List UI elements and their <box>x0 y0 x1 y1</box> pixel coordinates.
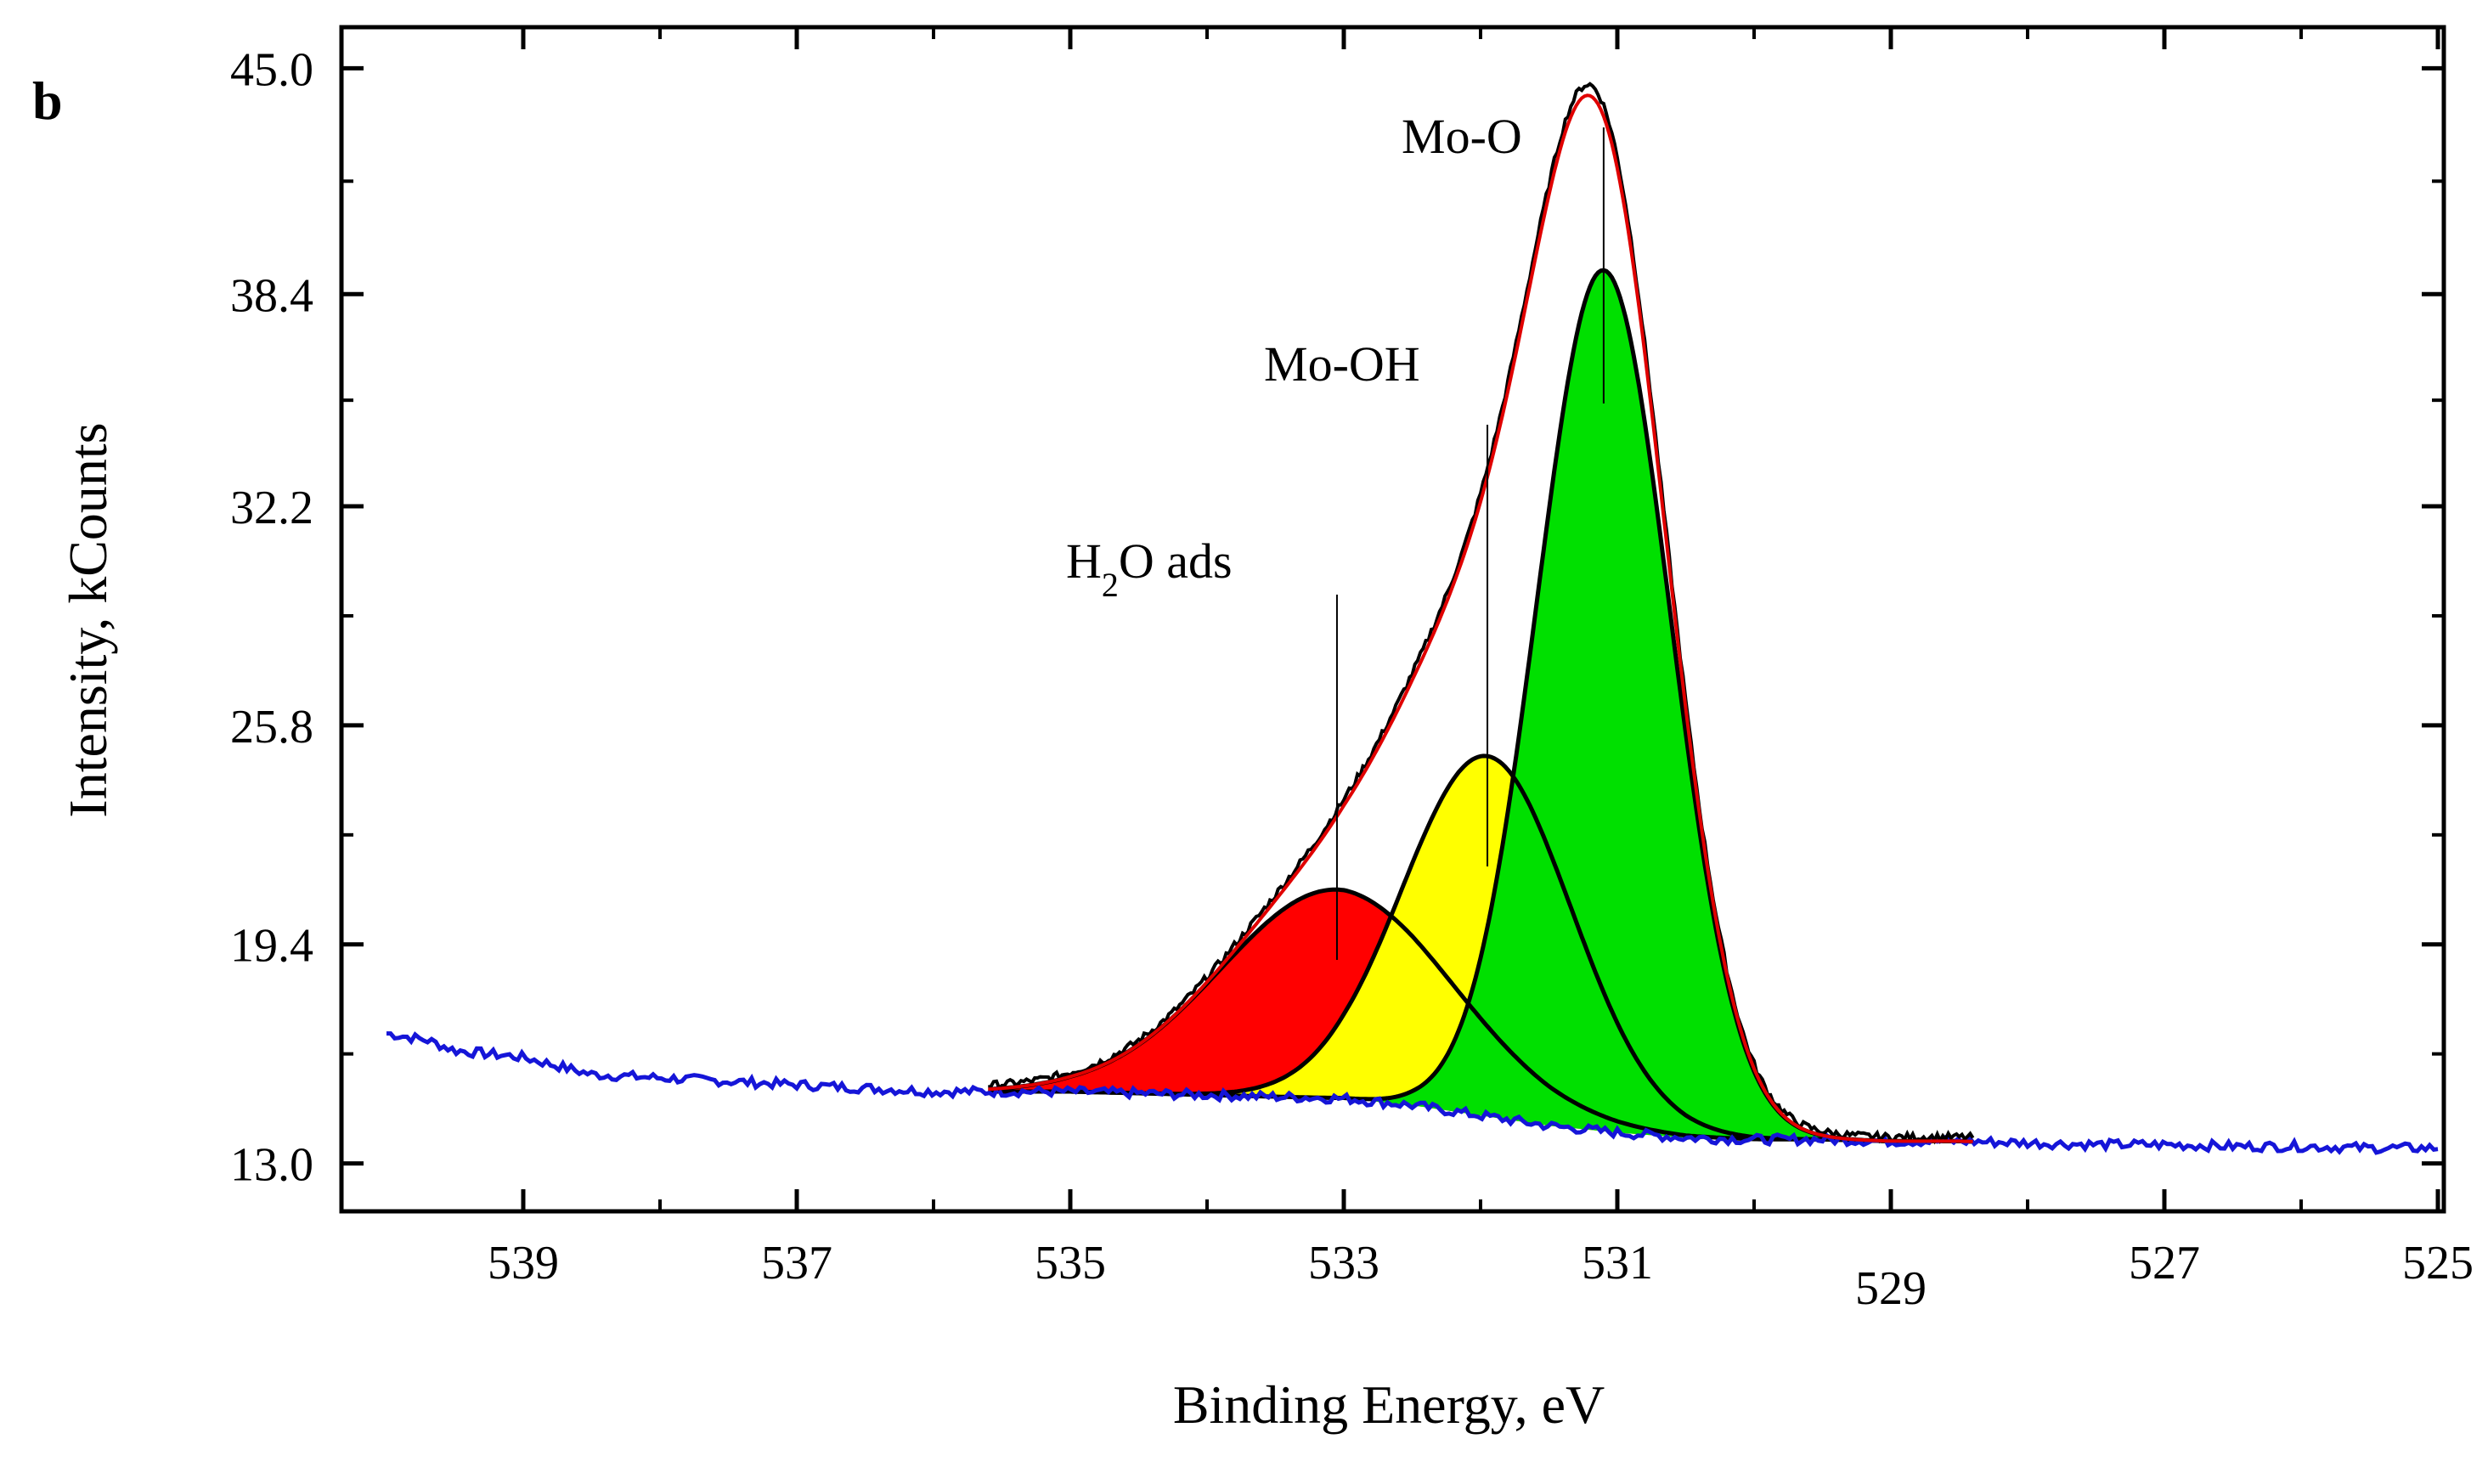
axes-layer: 539 537 535 533 531 529 527 525 13.0 19.4 25.8 32.2… <box>230 27 2474 1315</box>
x-tick-label: 531 <box>1582 1237 1653 1289</box>
x-axis-title: Binding Energy, eV <box>1173 1374 1605 1435</box>
annotation-label-2: H2O ads <box>1066 533 1233 604</box>
y-tick-label: 13.0 <box>230 1139 313 1192</box>
component-area-0 <box>988 889 1973 1142</box>
annotation-label-0: Mo-O <box>1402 109 1522 164</box>
y-tick-label: 32.2 <box>230 482 313 534</box>
y-tick-label: 19.4 <box>230 920 313 973</box>
x-tick-label: 535 <box>1035 1237 1106 1289</box>
fit-envelope <box>988 93 1973 1143</box>
panel-label: b <box>32 71 63 131</box>
y-axis-title: Intensity, kCounts <box>58 422 118 817</box>
x-tick-label: 539 <box>488 1237 559 1289</box>
y-tick-label: 38.4 <box>230 269 313 322</box>
component-area-2 <box>988 270 1973 1142</box>
x-tick-label: 525 <box>2402 1237 2474 1289</box>
y-tick-label: 45.0 <box>230 43 313 96</box>
curve-line-layer <box>386 82 2439 1155</box>
component-fill-layer <box>988 270 1973 1142</box>
x-tick-label: 533 <box>1308 1237 1379 1289</box>
annotation-layer: Mo-O Mo-OH H2O ads <box>1066 109 1605 960</box>
background-line <box>386 1031 2439 1155</box>
annotation-label-1: Mo-OH <box>1264 336 1420 392</box>
x-tick-label: 529 <box>1855 1262 1927 1315</box>
y-tick-label: 25.8 <box>230 701 313 753</box>
plot-frame <box>339 25 2446 1214</box>
x-tick-label: 537 <box>761 1237 832 1289</box>
x-tick-label: 527 <box>2129 1237 2200 1289</box>
measured-spectrum <box>987 82 1975 1145</box>
